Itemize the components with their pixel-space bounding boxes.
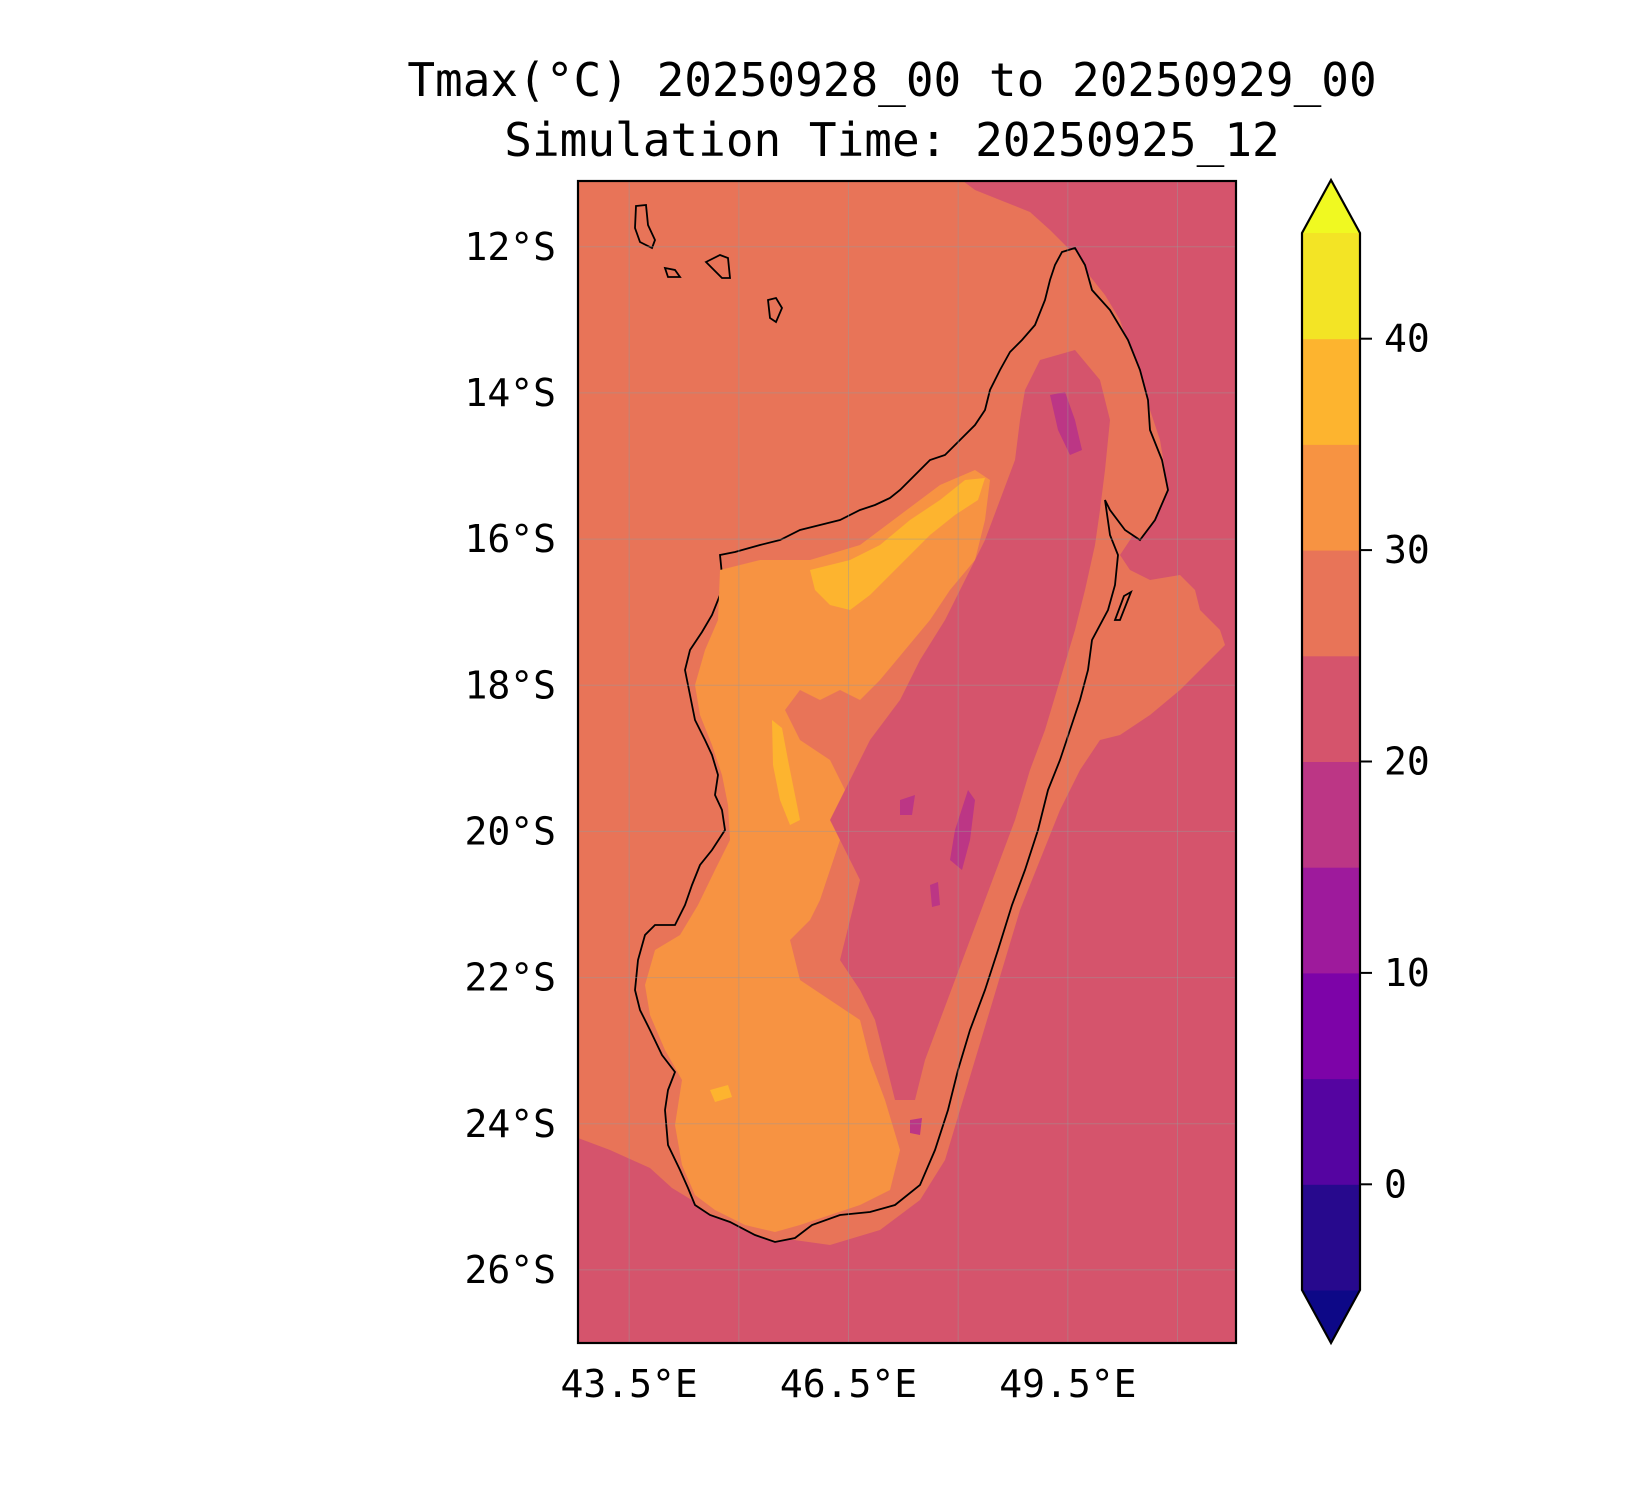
colorbar-outline bbox=[1300, 177, 1362, 1346]
map-frame bbox=[576, 179, 1238, 1345]
colorbar-tick-label: 20 bbox=[1384, 740, 1430, 784]
gridlines bbox=[578, 181, 1236, 1343]
land-field-hot-south bbox=[710, 1085, 732, 1102]
lon-tick-label: 43.5°E bbox=[561, 1362, 698, 1406]
lon-tick-label: 46.5°E bbox=[780, 1362, 917, 1406]
colorbar-tick-label: 30 bbox=[1384, 528, 1430, 572]
lat-tick-label: 24°S bbox=[464, 1102, 556, 1146]
island-nosy-boraha bbox=[1113, 589, 1133, 621]
lat-tick-label: 18°S bbox=[464, 663, 556, 707]
chart-subtitle: Simulation Time: 20250925_12 bbox=[504, 113, 1279, 167]
colorbar-segment bbox=[1302, 1184, 1360, 1291]
land-field-highlands bbox=[830, 350, 1110, 1100]
colorbar-extend-under bbox=[1302, 1290, 1360, 1343]
colorbar-segment bbox=[1302, 867, 1360, 974]
longitude-labels: 43.5°E 46.5°E 49.5°E bbox=[561, 1362, 1137, 1406]
land-field-cool-1 bbox=[1050, 392, 1082, 455]
colorbar-segment bbox=[1302, 1078, 1360, 1185]
land-field-cool-4 bbox=[930, 882, 940, 907]
lat-tick-label: 26°S bbox=[464, 1248, 556, 1292]
land-field-hot-west bbox=[772, 720, 800, 825]
lon-tick-label: 49.5°E bbox=[999, 1362, 1136, 1406]
lat-tick-label: 22°S bbox=[464, 956, 556, 1000]
land-field-cool-3 bbox=[900, 795, 915, 815]
colorbar-extend-over bbox=[1302, 180, 1360, 233]
colorbar-tick-label: 10 bbox=[1384, 951, 1430, 995]
colorbar-segment bbox=[1302, 444, 1360, 551]
island-grande-comore bbox=[634, 204, 656, 250]
lat-tick-label: 14°S bbox=[464, 371, 556, 415]
land-field-hot-north bbox=[810, 478, 985, 610]
lat-tick-label: 16°S bbox=[464, 517, 556, 561]
colorbar-segment bbox=[1302, 761, 1360, 868]
lat-tick-label: 12°S bbox=[464, 225, 556, 269]
chart-title: Tmax(°C) 20250928_00 to 20250929_00 bbox=[407, 53, 1376, 107]
map-panel bbox=[578, 181, 1236, 1343]
island-moheli bbox=[663, 266, 682, 278]
lat-tick-label: 20°S bbox=[464, 809, 556, 853]
colorbar-tick-label: 40 bbox=[1384, 317, 1430, 361]
colorbar-tick-label: 0 bbox=[1384, 1162, 1407, 1206]
island-mayotte bbox=[767, 296, 784, 324]
colorbar-segment bbox=[1302, 655, 1360, 762]
colorbar-segment bbox=[1302, 550, 1360, 657]
colorbar-segment bbox=[1302, 233, 1360, 340]
land-field-warm bbox=[645, 470, 990, 1232]
latitude-labels: 12°S 14°S 16°S 18°S 20°S 22°S 24°S 26°S bbox=[464, 225, 556, 1292]
land-field-cool-5 bbox=[910, 1118, 922, 1135]
madagascar-landmass bbox=[634, 246, 1169, 1243]
comoros-islands bbox=[634, 204, 1133, 621]
colorbar-segment bbox=[1302, 972, 1360, 1080]
colorbar-segment bbox=[1302, 338, 1360, 445]
island-anjouan bbox=[704, 254, 731, 279]
colorbar: 0 10 20 30 40 bbox=[1300, 177, 1430, 1346]
ocean-field-east bbox=[578, 181, 1236, 1343]
land-field-cool-2 bbox=[950, 790, 975, 870]
